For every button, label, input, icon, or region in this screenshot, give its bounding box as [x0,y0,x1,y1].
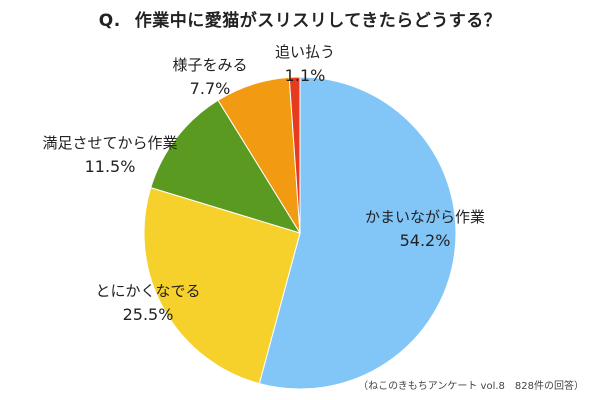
chart-title: Q. 作業中に愛猫がスリスリしてきたらどうする？ [0,6,600,31]
pie-slice [288,76,301,234]
slice-value-label: 54.2% [400,231,451,250]
pie-slice [150,99,302,234]
pie-slice [143,186,301,385]
slice-label: 満足させてから作業 [42,134,177,152]
slice-value-label: 25.5% [123,305,174,324]
pie-slice [258,76,457,390]
slice-label: 追い払う [275,43,335,61]
slice-label: 様子をみる [172,56,247,74]
slice-value-label: 7.7% [190,79,231,98]
slice-label: かまいながら作業 [365,208,485,226]
title-text: 作業中に愛猫がスリスリしてきたらどうする？ [134,11,502,31]
title-prefix: Q. [98,11,121,31]
slice-value-label: 11.5% [85,157,136,176]
slice-value-label: 1.1% [285,66,326,85]
source-note: （ねこのきもちアンケート vol.8 828件の回答） [358,381,584,392]
slice-label: とにかくなでる [95,282,200,300]
